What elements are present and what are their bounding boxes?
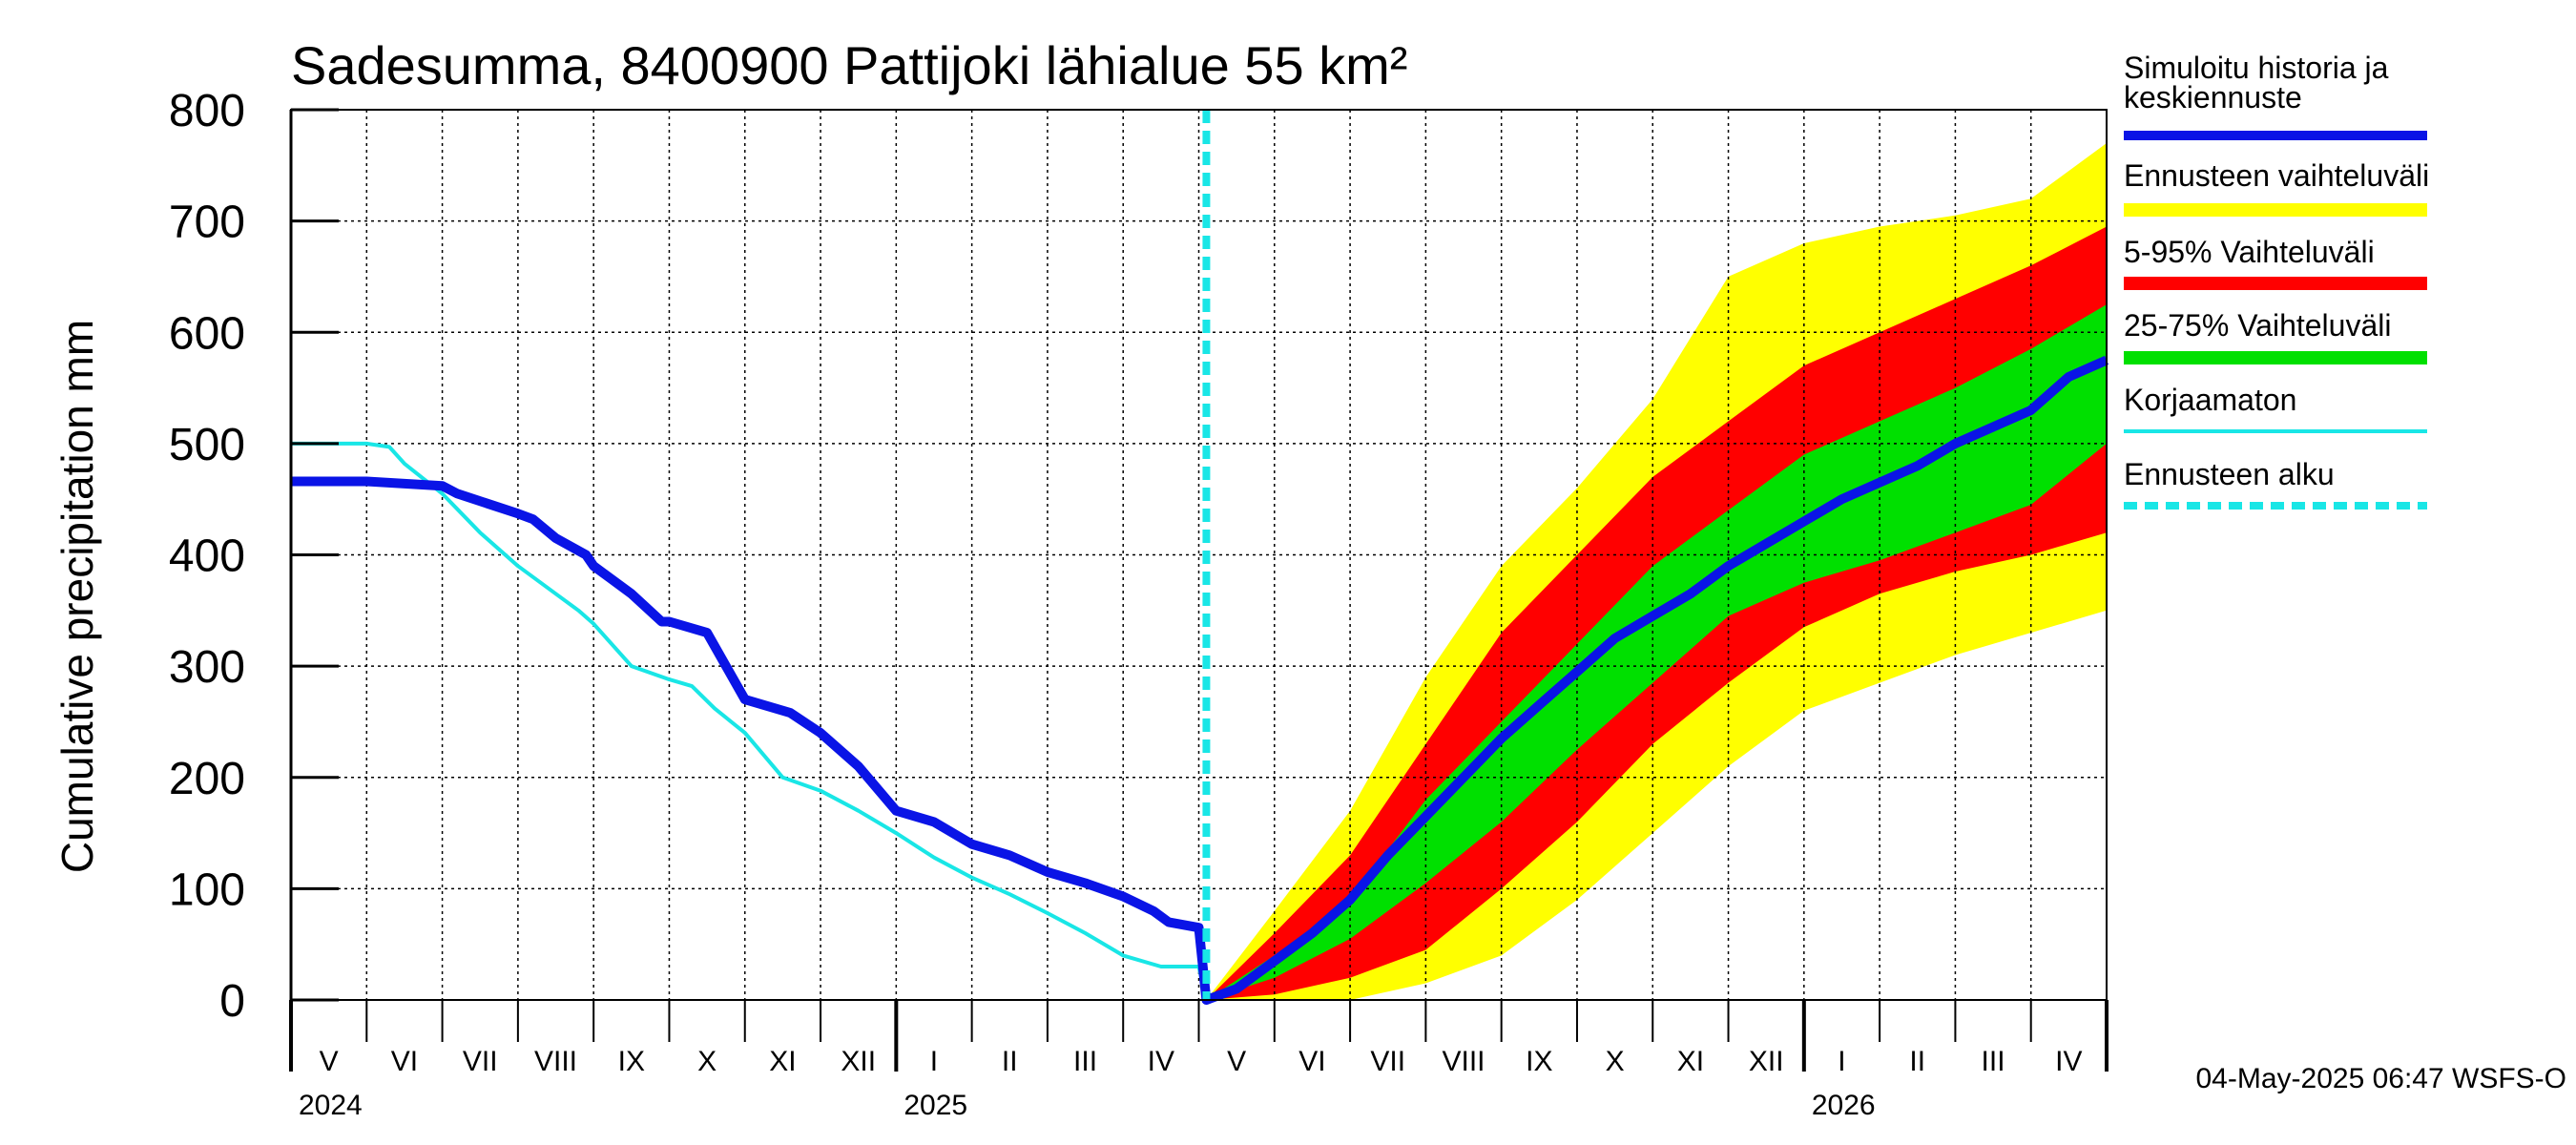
series-uncorrected — [291, 441, 1209, 1001]
month-label: X — [697, 1046, 717, 1077]
legend-label: Korjaamaton — [2124, 383, 2296, 417]
month-label: II — [1002, 1046, 1018, 1077]
month-label: XI — [1677, 1046, 1704, 1077]
legend-label: 25-75% Vaihteluväli — [2124, 308, 2391, 343]
month-label: XI — [769, 1046, 796, 1077]
year-label: 2024 — [299, 1090, 363, 1121]
series-simulated-median — [291, 355, 2109, 1005]
legend-label: Ennusteen vaihteluväli — [2124, 158, 2429, 193]
month-label: III — [1982, 1046, 2005, 1077]
month-label: V — [320, 1046, 339, 1077]
timestamp-label: 04-May-2025 06:47 WSFS-O — [2196, 1063, 2567, 1094]
month-label: VII — [1370, 1046, 1405, 1077]
year-label: 2026 — [1812, 1090, 1876, 1121]
month-label: IX — [618, 1046, 645, 1077]
y-tick-label: 600 — [169, 308, 245, 359]
y-tick-label: 200 — [169, 754, 245, 804]
y-axis-label: Cumulative precipitation mm — [52, 320, 102, 873]
month-label: I — [930, 1046, 938, 1077]
legend-label: keskiennuste — [2124, 80, 2302, 114]
legend-item: Korjaamaton — [2124, 383, 2427, 433]
month-label: IV — [1148, 1046, 1174, 1077]
y-tick-label: 100 — [169, 864, 245, 915]
month-label: III — [1073, 1046, 1097, 1077]
legend-item: Ennusteen vaihteluväli — [2124, 158, 2429, 217]
month-label: IV — [2055, 1046, 2082, 1077]
month-label: XII — [841, 1046, 876, 1077]
y-tick-label: 400 — [169, 531, 245, 582]
legend-label: 5-95% Vaihteluväli — [2124, 235, 2375, 269]
month-label: VIII — [534, 1046, 577, 1077]
month-label: V — [1227, 1046, 1246, 1077]
month-label: X — [1606, 1046, 1625, 1077]
month-label: VI — [391, 1046, 418, 1077]
month-label: I — [1838, 1046, 1845, 1077]
month-label: II — [1909, 1046, 1925, 1077]
y-tick-label: 500 — [169, 420, 245, 470]
month-label: VIII — [1443, 1046, 1485, 1077]
month-label: VII — [463, 1046, 498, 1077]
legend-item: 25-75% Vaihteluväli — [2124, 308, 2427, 364]
year-label: 2025 — [904, 1090, 967, 1121]
chart-title: Sadesumma, 8400900 Pattijoki lähialue 55… — [291, 35, 1407, 95]
y-tick-label: 700 — [169, 198, 245, 248]
y-tick-label: 800 — [169, 86, 245, 136]
legend-item: Ennusteen alku — [2124, 457, 2427, 510]
month-label: XII — [1749, 1046, 1784, 1077]
month-label: VI — [1298, 1046, 1325, 1077]
series-lines — [291, 110, 2109, 1005]
month-label: IX — [1526, 1046, 1552, 1077]
legend-item: 5-95% Vaihteluväli — [2124, 235, 2427, 290]
y-tick-label: 300 — [169, 642, 245, 693]
legend-label: Ennusteen alku — [2124, 457, 2335, 491]
legend-label: Simuloitu historia ja — [2124, 51, 2389, 85]
y-tick-label: 0 — [219, 976, 245, 1027]
